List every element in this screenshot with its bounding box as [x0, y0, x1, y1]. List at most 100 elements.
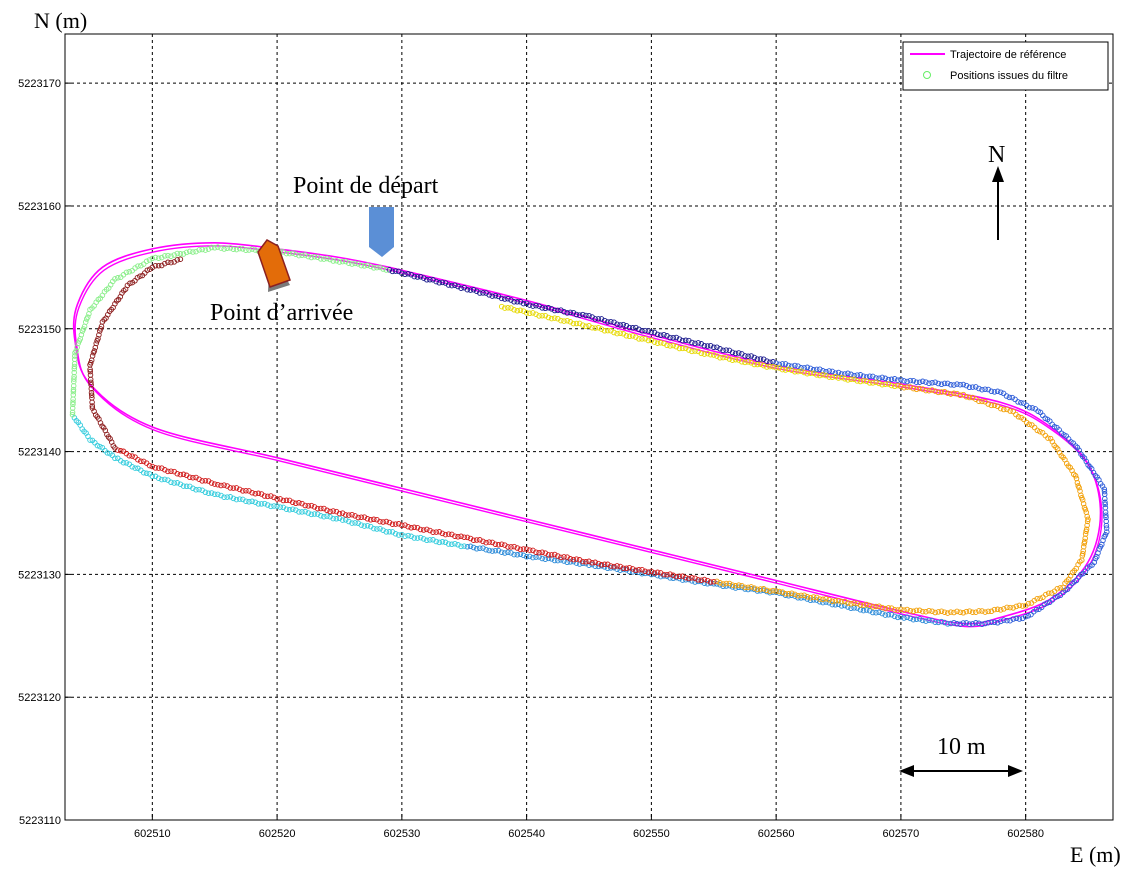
filter-position-point [517, 546, 524, 553]
filter-position-point [187, 483, 193, 490]
filter-position-point [193, 487, 199, 493]
filter-position-point [1019, 603, 1026, 609]
filter-position-point [1001, 617, 1007, 623]
filter-position-point [199, 478, 205, 484]
filter-position-point [916, 607, 923, 614]
filter-position-point [132, 465, 138, 471]
filter-position-point [380, 266, 386, 272]
filter-position-point [89, 405, 96, 411]
filter-position-point [389, 529, 396, 535]
filter-position-point [1040, 594, 1046, 600]
filter-position-point [676, 345, 683, 352]
filter-position-point [676, 573, 683, 579]
filter-position-point [963, 620, 970, 626]
filter-position-point [355, 520, 361, 526]
filter-position-point [455, 542, 461, 548]
filter-position-point [997, 405, 1004, 412]
filter-position-point [530, 554, 536, 561]
filter-position-point [573, 311, 580, 318]
filter-position-point [682, 337, 689, 344]
filter-position-point [120, 448, 127, 455]
filter-position-point [804, 596, 811, 602]
filter-position-point [957, 609, 963, 615]
filter-position-point [1016, 616, 1023, 622]
filter-position-point [923, 608, 929, 615]
filter-position-point [1025, 613, 1032, 619]
filter-position-point [539, 312, 545, 319]
filter-position-point [614, 321, 620, 327]
filter-position-point [106, 308, 113, 315]
filter-position-point [754, 356, 761, 362]
filter-position-point [115, 455, 121, 462]
filter-position-point [215, 481, 221, 488]
filter-position-point [470, 287, 477, 293]
filter-position-point [714, 344, 720, 350]
filter-position-point [138, 262, 144, 269]
filter-position-point [367, 523, 374, 530]
filter-position-point [561, 308, 567, 315]
filter-position-point [514, 552, 521, 558]
filter-position-point [143, 460, 150, 466]
filter-position-point [1007, 604, 1013, 611]
filter-position-point [73, 348, 79, 354]
filter-position-point [339, 258, 346, 265]
filter-position-point [305, 503, 312, 509]
filter-position-point [564, 310, 570, 316]
filter-position-point [542, 556, 549, 562]
filter-position-point [973, 620, 979, 626]
x-tick-label: 602510 [134, 828, 171, 840]
filter-position-point [951, 619, 957, 626]
filter-position-point [798, 368, 804, 374]
filter-position-point [1019, 615, 1026, 622]
filter-position-point [296, 500, 302, 506]
filter-position-point [152, 254, 159, 261]
filter-position-point [230, 246, 237, 252]
filter-position-point [208, 490, 215, 496]
filter-position-point [735, 584, 742, 591]
filter-position-point [842, 598, 848, 605]
filter-position-point [832, 373, 839, 380]
filter-position-point [595, 324, 602, 331]
filter-position-point [969, 609, 976, 615]
filter-position-point [935, 609, 942, 615]
filter-position-point [782, 361, 789, 367]
filter-position-point [70, 388, 77, 395]
filter-position-point [792, 362, 798, 369]
filter-position-point [420, 275, 427, 281]
filter-position-point [626, 564, 633, 571]
filter-position-point [735, 582, 742, 588]
filter-position-point [498, 549, 505, 555]
filter-position-point [611, 563, 617, 570]
filter-position-point [196, 486, 202, 493]
filter-position-point [1054, 593, 1061, 600]
filter-position-point [976, 398, 982, 404]
filter-position-point [988, 402, 995, 409]
filter-position-point [657, 340, 664, 346]
filter-position-point [536, 550, 542, 556]
filter-position-series [714, 383, 1091, 616]
filter-position-point [888, 382, 895, 389]
filter-position-point [318, 505, 324, 512]
filter-position-point [261, 500, 268, 507]
filter-position-point [246, 488, 252, 494]
filter-position-point [545, 305, 552, 311]
filter-position-point [158, 465, 165, 471]
filter-position-point [526, 302, 533, 308]
filter-position-point [944, 390, 951, 396]
filter-positions-layer [69, 244, 1110, 628]
x-axis-label: E (m) [1070, 842, 1121, 867]
filter-position-point [88, 390, 95, 396]
filter-position-point [271, 494, 277, 501]
filter-position-point [601, 328, 608, 334]
y-tick-label: 5223110 [19, 815, 61, 827]
filter-position-point [402, 522, 408, 528]
filter-position-point [689, 575, 695, 581]
filter-position-point [1037, 428, 1043, 435]
filter-position-point [848, 601, 854, 607]
scale-arrow-left [899, 765, 914, 777]
filter-position-point [982, 386, 988, 392]
filter-position-point [486, 539, 492, 545]
filter-position-point [654, 331, 661, 338]
filter-position-point [720, 583, 726, 590]
filter-position-point [988, 608, 995, 615]
